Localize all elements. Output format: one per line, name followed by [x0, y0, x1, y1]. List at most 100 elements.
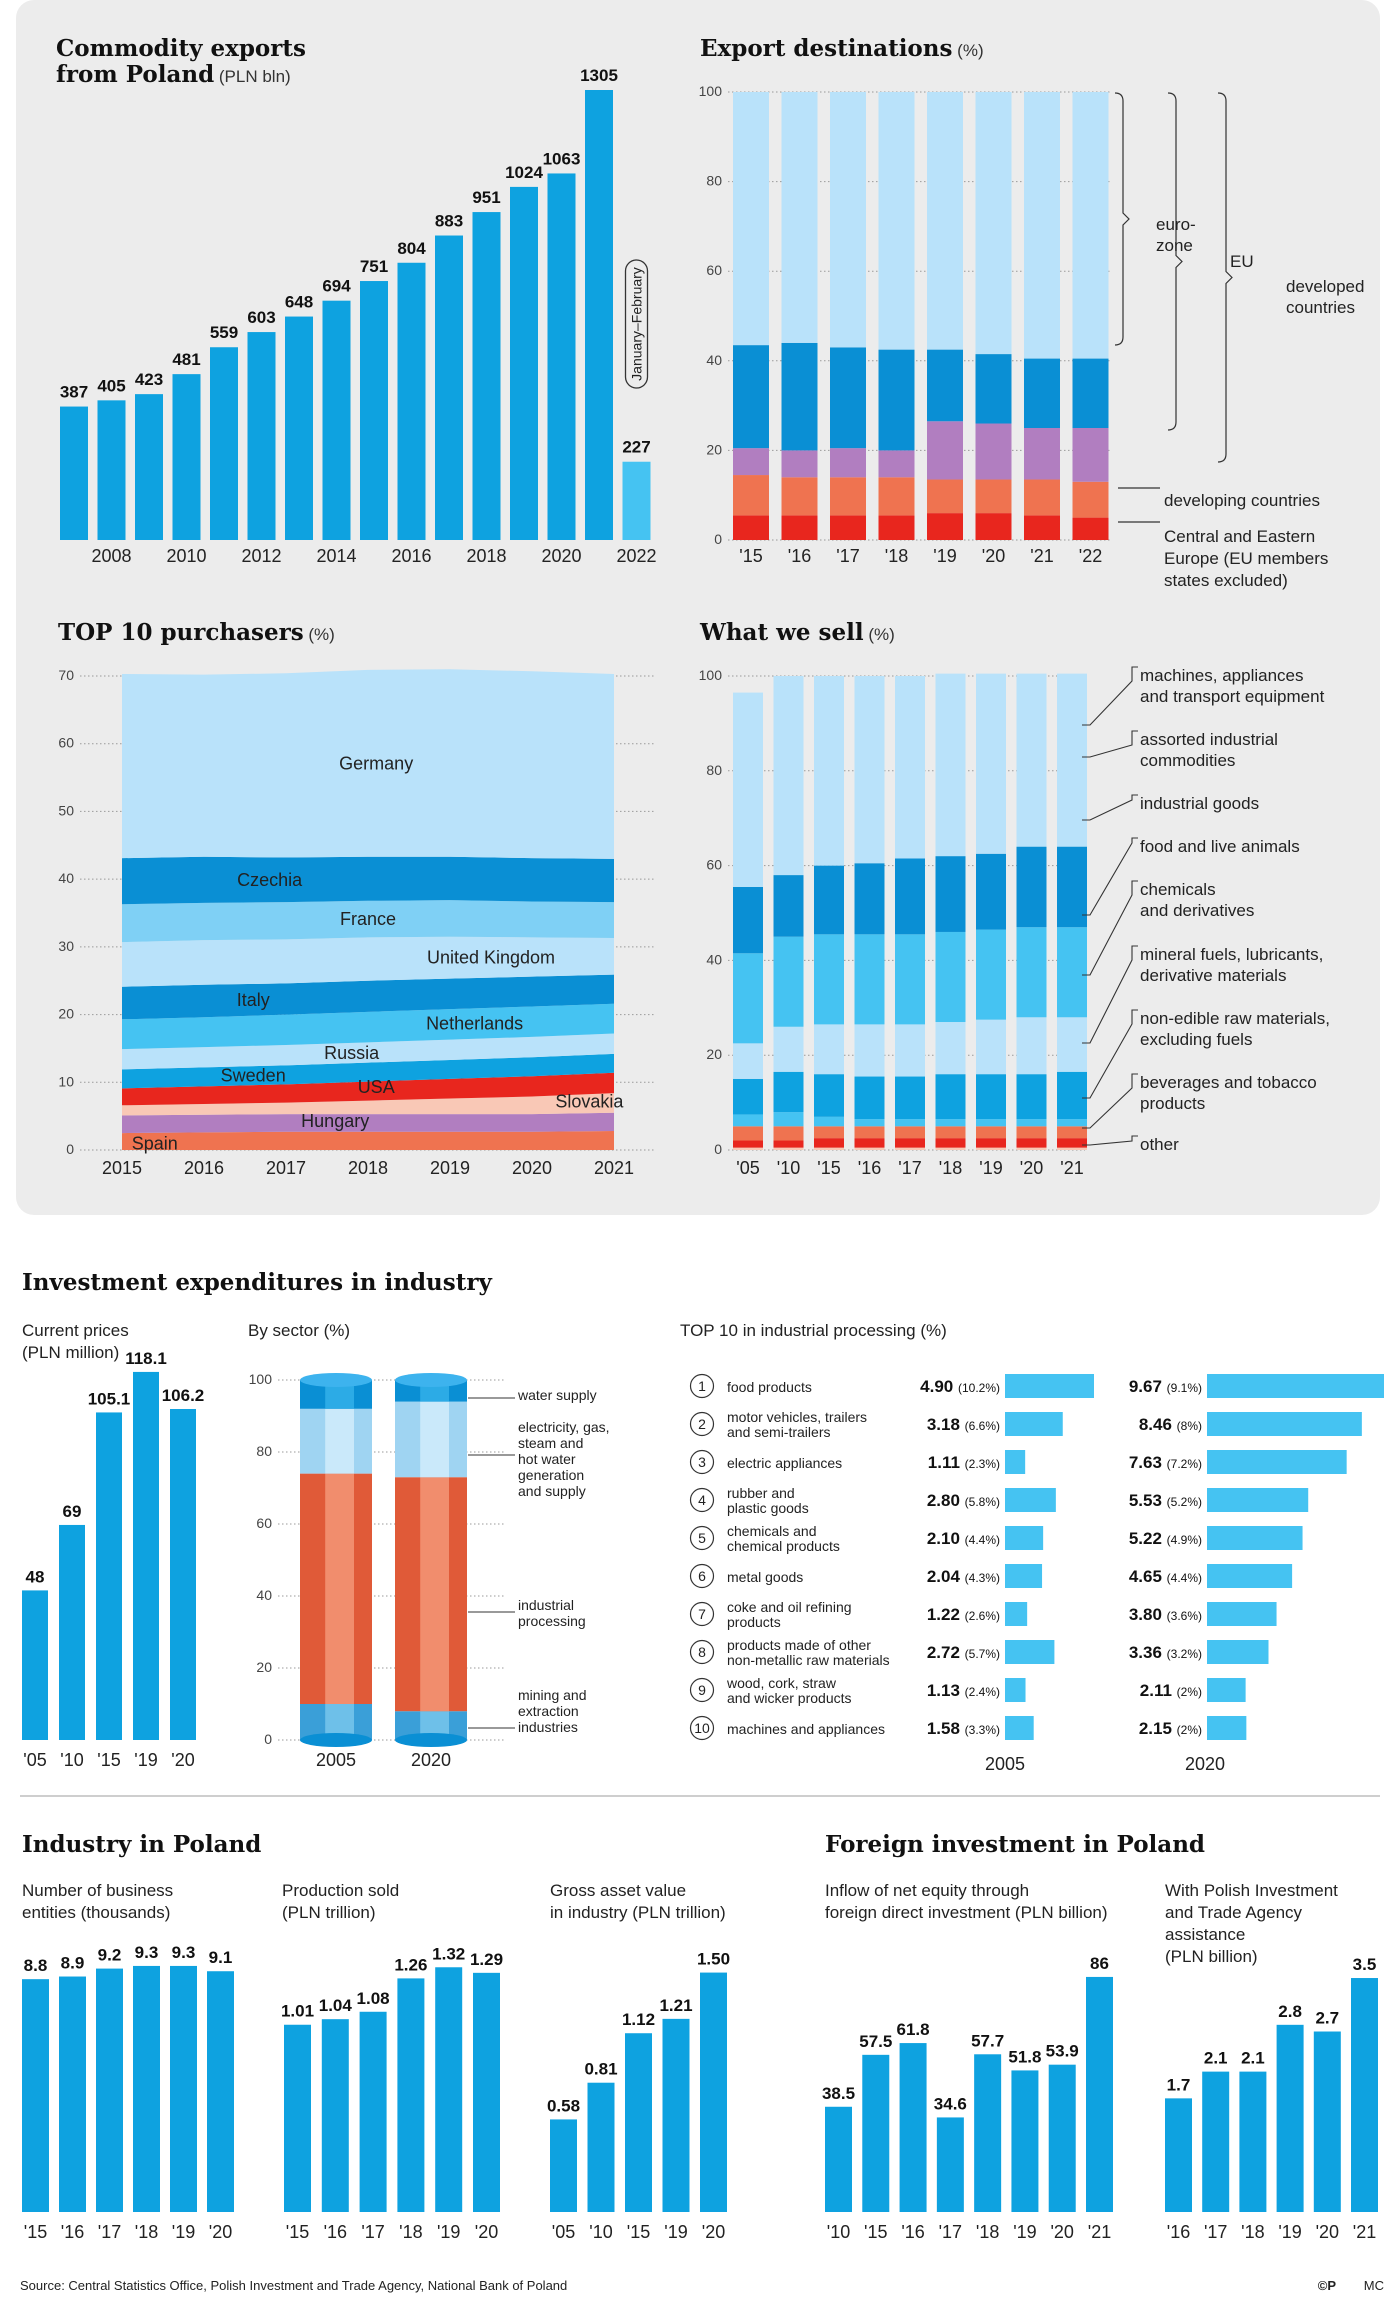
destinations-x-tick: '17	[836, 546, 859, 566]
bar-'05	[22, 1590, 48, 1740]
bar-value-label: 2.1	[1241, 2049, 1265, 2068]
x-tick-label: '16	[1167, 2222, 1190, 2242]
bracket-eu	[1167, 92, 1183, 431]
sell-x-tick: '19	[979, 1158, 1002, 1178]
sell-segment-4-1	[773, 1071, 804, 1113]
rank-circle	[689, 1411, 715, 1437]
destinations-segment-0-3	[878, 515, 915, 540]
sell-segment-6-7	[1016, 927, 1047, 1018]
sector-y-tick: 0	[264, 1731, 272, 1747]
destinations-segment-0-0	[733, 515, 769, 540]
destinations-segment-3-4	[927, 349, 963, 422]
bar-2005-rank-5	[1005, 1526, 1044, 1550]
exports-bar-2013	[285, 316, 313, 540]
value-2020-number: 7.63	[1129, 1453, 1167, 1472]
sell-legend-leader	[1082, 794, 1138, 821]
bar-'15	[284, 2024, 311, 2212]
rank-number: 3	[698, 1454, 706, 1470]
destinations-unit: (%)	[952, 41, 983, 60]
business-entities-unit: entities (thousands)	[22, 1903, 170, 1922]
purchasers-y-tick: 30	[58, 938, 74, 954]
exports-title-line2: from Poland (PLN bln)	[56, 61, 291, 88]
destinations-segment-1-4	[927, 479, 963, 514]
sell-segment-6-6	[976, 929, 1006, 1020]
rank-circle	[689, 1487, 715, 1513]
sell-legend-leader	[1082, 1135, 1138, 1146]
developing-label: developing countries	[1164, 491, 1320, 510]
x-tick-label: '05	[23, 1750, 46, 1770]
x-tick-label: '15	[24, 2222, 47, 2242]
destinations-segment-3-0	[733, 345, 769, 449]
bar-2005-rank-6	[1005, 1564, 1043, 1588]
sell-legend-leader	[1082, 666, 1138, 726]
purchasers-y-tick: 0	[66, 1141, 74, 1157]
exports-bar-2008	[97, 400, 126, 540]
production-sold-unit: (PLN trillion)	[282, 1903, 376, 1922]
sell-legend-label: other	[1140, 1135, 1179, 1154]
destinations-segment-3-1	[781, 342, 818, 451]
rank-number: 7	[698, 1606, 706, 1622]
eurozone-label-1: euro-	[1156, 215, 1196, 234]
destinations-segment-0-1	[781, 515, 818, 540]
value-2020: 2.15 (2%)	[1139, 1719, 1202, 1738]
sell-segment-5-2	[814, 1024, 844, 1075]
current-prices-title: Current prices	[22, 1321, 129, 1340]
x-tick-label: '15	[286, 2222, 309, 2242]
sell-segment-6-4	[895, 934, 925, 1025]
sell-legend-leader	[1082, 1073, 1138, 1129]
sell-segment-8-4	[895, 676, 925, 859]
destinations-segment-0-2	[830, 515, 866, 540]
developed-label-1: developed	[1286, 277, 1364, 296]
sell-legend-leader	[1082, 1009, 1138, 1099]
value-2020-number: 8.46	[1139, 1415, 1177, 1434]
bar-value-label: 1.01	[281, 2002, 314, 2021]
sell-legend-label: mineral fuels, lubricants,	[1140, 945, 1323, 964]
bar-value-label: 2.7	[1315, 2009, 1339, 2028]
cylinder-2020-highlight-1	[420, 1477, 449, 1712]
x-tick-label: '19	[134, 1750, 157, 1770]
destinations-y-tick: 40	[706, 352, 722, 368]
rank-number: 10	[694, 1720, 710, 1736]
value-2020-number: 2.11	[1140, 1681, 1177, 1700]
destinations-title: Export destinations (%)	[700, 35, 984, 62]
value-2005-share: (5.8%)	[965, 1495, 1000, 1509]
sell-segment-0-3	[854, 1147, 885, 1150]
area-label-france: France	[340, 909, 396, 929]
x-tick-label: '20	[475, 2222, 498, 2242]
sell-legend-label: food and live animals	[1140, 837, 1300, 856]
note-capsule	[624, 259, 649, 389]
x-tick-label: '18	[399, 2222, 422, 2242]
rank-number: 9	[698, 1682, 706, 1698]
purchasers-y-tick: 10	[58, 1073, 74, 1089]
bar-'20	[170, 1409, 196, 1740]
x-tick-label: '16	[324, 2222, 347, 2242]
exports-bar-2022	[622, 461, 651, 540]
exports-x-tick: 2018	[466, 546, 506, 566]
sell-segment-0-8	[1057, 1147, 1087, 1150]
sell-segment-1-5	[935, 1138, 966, 1148]
bar-2020-rank-2	[1207, 1412, 1362, 1436]
area-label-germany: Germany	[339, 753, 413, 773]
exports-value-label: 559	[210, 323, 238, 342]
purchasers-y-tick: 70	[58, 667, 74, 683]
bar-2020-rank-5	[1207, 1526, 1303, 1550]
rank-circle	[689, 1601, 715, 1627]
sell-segment-8-1	[773, 676, 804, 876]
sector-y-tick: 40	[256, 1587, 272, 1603]
destinations-segment-2-4	[927, 421, 963, 480]
industry-label: chemicals and	[727, 1523, 817, 1539]
bar-value-label: 86	[1090, 1954, 1109, 1973]
purchasers-x-tick: 2019	[430, 1158, 470, 1178]
destinations-x-tick: '16	[788, 546, 811, 566]
sector-y-tick: 100	[249, 1371, 273, 1387]
value-2020-share: (3.2%)	[1167, 1647, 1202, 1661]
sell-segment-7-4	[895, 858, 925, 935]
destinations-x-tick: '21	[1030, 546, 1053, 566]
sell-segment-3-5	[935, 1119, 966, 1127]
x-tick-label: '17	[361, 2222, 384, 2242]
destinations-x-tick: '15	[739, 546, 762, 566]
bar-'19	[170, 1965, 197, 2212]
rank-circle	[689, 1449, 715, 1475]
sell-segment-2-8	[1057, 1126, 1087, 1139]
